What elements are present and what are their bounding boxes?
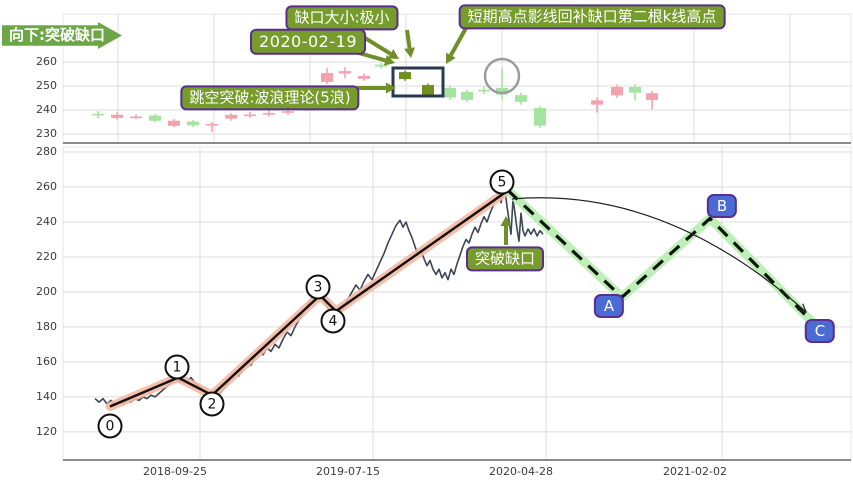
downward-gap-banner-arrow: 向下:突破缺口 (2, 22, 122, 49)
impulse-wave-line (109, 189, 509, 408)
abc-wave-glow (503, 185, 817, 327)
y-axis-tick-label: 280 (36, 145, 57, 158)
candle-body (206, 123, 218, 126)
abc-label-C: C (804, 319, 836, 343)
candle-body (478, 89, 490, 92)
candle-body (168, 120, 180, 126)
y-axis-tick-label: 200 (36, 284, 57, 298)
gap-date-label: 2020-02-19 (250, 28, 366, 56)
arc-annotation-arrow (511, 197, 807, 313)
annotation-arrow (387, 49, 399, 59)
y-axis-tick-label: 160 (36, 354, 57, 368)
y-axis-tick-label: 140 (36, 389, 57, 403)
candle-body (339, 71, 351, 74)
candle-body (461, 92, 473, 100)
candle-body (130, 116, 142, 119)
arc-arrowhead (797, 303, 808, 313)
y-axis-tick-label: 260 (36, 55, 57, 68)
wave-label-2: 2 (199, 391, 225, 417)
candle-body (111, 114, 123, 118)
y-axis-tick-label: 260 (36, 179, 57, 193)
wave-label-3: 3 (305, 274, 331, 300)
annotation-arrow (405, 29, 412, 49)
y-axis-tick-label: 180 (36, 319, 57, 333)
y-axis-tick-label: 250 (36, 79, 57, 92)
annotation-arrow (383, 55, 395, 66)
y-axis-tick-label: 220 (36, 249, 57, 263)
annotation-arrow (446, 52, 456, 64)
candle-body (646, 93, 658, 100)
abc-label-B: B (706, 194, 738, 218)
wave-label-4: 4 (320, 308, 346, 334)
wave-label-1: 1 (164, 354, 190, 380)
gap-breakout-wave-theory-label: 跳空突破:波浪理论(5浪) (180, 85, 360, 111)
abc-label-A: A (593, 294, 625, 318)
y-axis-tick-label: 120 (36, 424, 57, 438)
candle-body (515, 95, 527, 102)
x-axis-tick-label: 2020-04-28 (489, 465, 553, 478)
candle-body (149, 115, 161, 121)
gap-highlight-box (391, 66, 445, 98)
candle-body (444, 87, 456, 98)
candle-body (321, 73, 333, 82)
candle-body (422, 85, 434, 95)
y-axis-tick-label: 240 (36, 214, 57, 228)
y-axis-tick-label: 240 (36, 103, 57, 116)
wave-label-0: 0 (97, 413, 123, 439)
annotation-arrow (404, 47, 416, 58)
annotation-arrow (386, 82, 396, 94)
candle-body (611, 86, 623, 96)
top-panel-border (62, 13, 852, 144)
x-axis-tick-label: 2019-07-15 (316, 465, 380, 478)
candle-body (244, 114, 256, 117)
candle-body (92, 113, 104, 116)
candle-body (399, 72, 411, 80)
candle-body (187, 121, 199, 126)
candle-body (225, 114, 237, 119)
candle-body (591, 100, 603, 105)
x-axis-tick-label: 2018-09-25 (143, 465, 207, 478)
candle-body (629, 86, 641, 93)
candle-body (496, 87, 508, 95)
candle-body (375, 64, 387, 67)
y-axis-tick-label: 230 (36, 127, 57, 140)
candle-body (534, 108, 546, 126)
gap-size-label: 缺口大小:极小 (285, 5, 399, 31)
wave-label-5: 5 (489, 169, 515, 195)
refill-highlight-circle (483, 57, 521, 95)
breakout-gap-up-arrow (500, 216, 512, 226)
annotation-arrow (449, 27, 468, 57)
candle-body (282, 111, 294, 113)
breakout-gap-label: 突破缺口 (465, 246, 545, 272)
abc-forecast-dashed-line (506, 189, 814, 323)
short-term-high-label: 短期高点影线回补缺口第二根k线高点 (458, 4, 726, 30)
candle-body (358, 75, 370, 79)
candle-body (263, 113, 275, 115)
x-axis-tick-label: 2021-02-02 (663, 465, 727, 478)
